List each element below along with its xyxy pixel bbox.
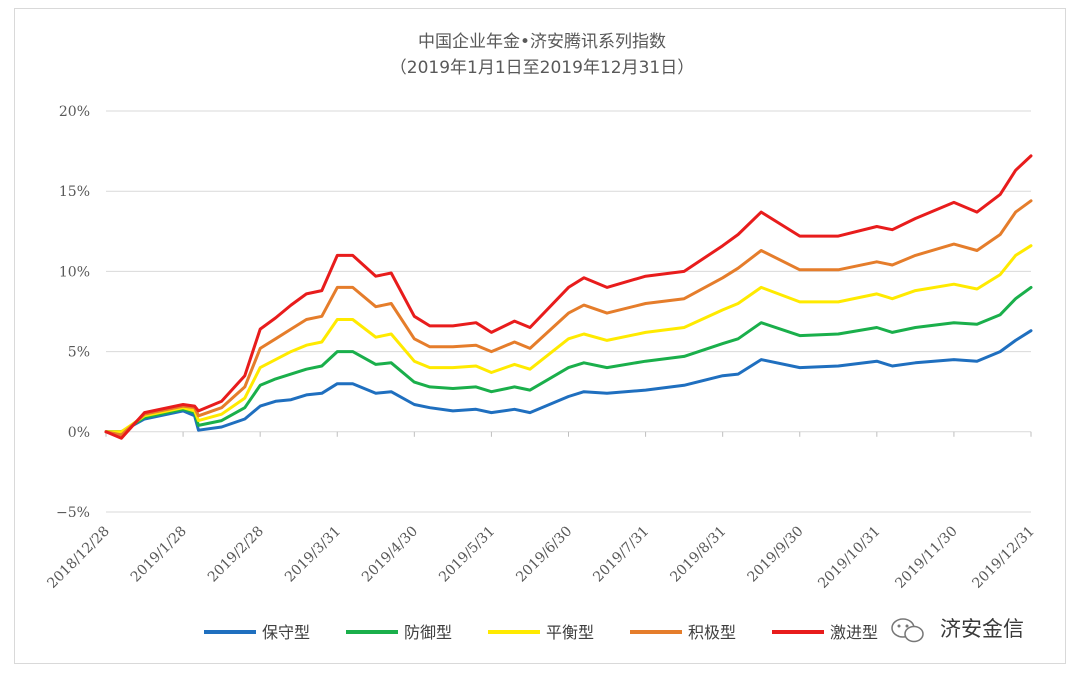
y-tick-label: −5% — [56, 505, 90, 521]
x-tick-label: 2019/8/31 — [667, 523, 729, 585]
y-tick-label: 5% — [68, 345, 90, 361]
x-tick-label: 2019/1/28 — [128, 523, 190, 585]
series-line-5 — [104, 154, 1033, 440]
series-line-3 — [104, 244, 1033, 434]
x-tick-label: 2019/2/28 — [205, 523, 267, 585]
chart-subtitle: （2019年1月1日至2019年12月31日） — [390, 58, 694, 78]
legend-label: 平衡型 — [546, 623, 594, 642]
x-tick-label: 2019/10/31 — [815, 523, 883, 591]
series-line-4 — [104, 199, 1033, 437]
x-tick-label: 2019/12/31 — [969, 523, 1037, 591]
series-line-2 — [104, 285, 1033, 434]
legend-label: 防御型 — [404, 623, 452, 642]
watermark: 济安金信 — [891, 617, 1024, 643]
legend-label: 激进型 — [830, 623, 878, 642]
x-tick-label: 2019/6/30 — [513, 523, 575, 585]
legend-label: 保守型 — [262, 623, 310, 642]
x-tick-label: 2019/5/31 — [436, 523, 498, 585]
x-tick-label: 2019/4/30 — [359, 523, 421, 585]
wechat-icon — [891, 618, 924, 643]
x-tick-label: 2019/9/30 — [744, 523, 806, 585]
x-tick-label: 2019/11/30 — [892, 523, 960, 591]
chart-frame — [14, 8, 1066, 664]
y-tick-label: 15% — [59, 184, 90, 200]
y-tick-label: 0% — [68, 425, 90, 441]
series-line-1 — [104, 329, 1033, 434]
chart-title: 中国企业年金•济安腾讯系列指数 — [418, 32, 666, 52]
watermark-text: 济安金信 — [940, 617, 1024, 641]
x-tick-label: 2019/7/31 — [590, 523, 652, 585]
legend-label: 积极型 — [688, 623, 736, 642]
y-tick-label: 20% — [59, 104, 90, 120]
y-tick-label: 10% — [59, 264, 90, 280]
x-tick-label: 2019/3/31 — [282, 523, 344, 585]
x-tick-label: 2018/12/28 — [44, 523, 112, 591]
